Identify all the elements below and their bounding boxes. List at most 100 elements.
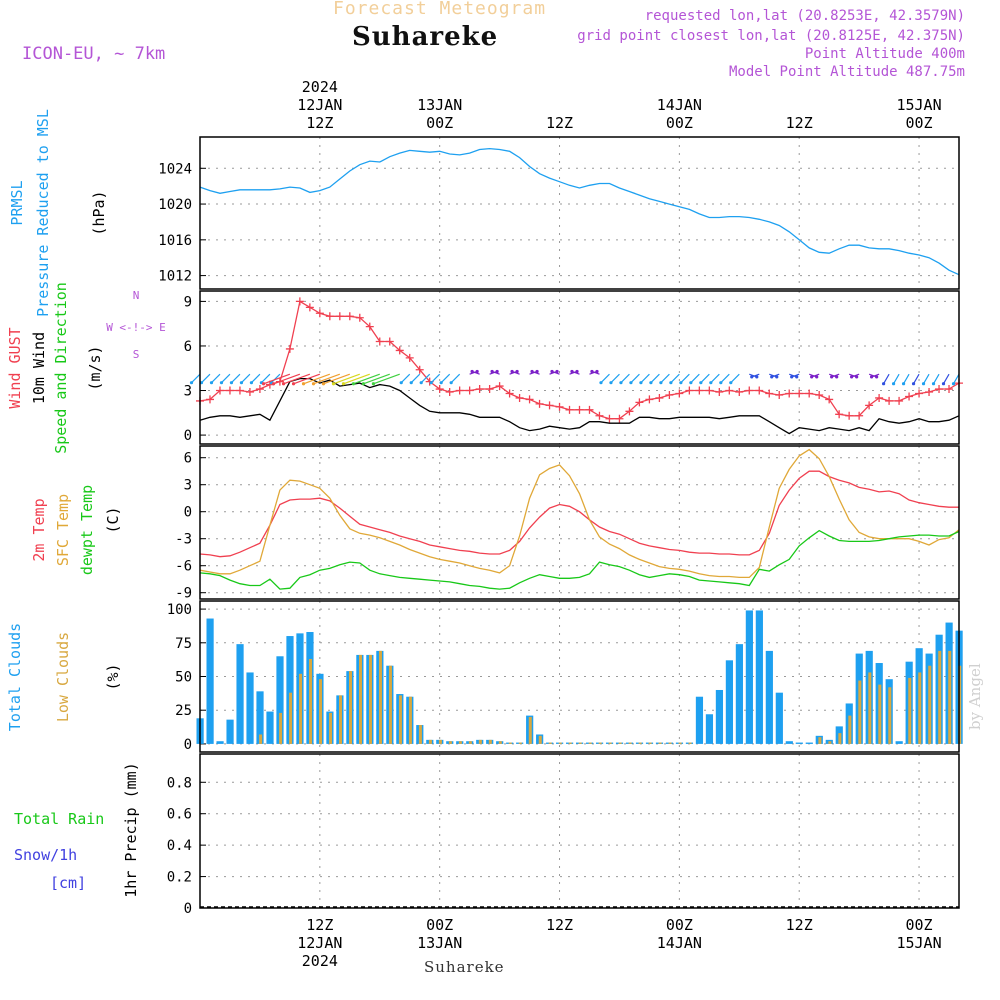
ytick-label: 0 [184, 901, 192, 917]
wind-direction-arrow [952, 373, 960, 385]
gust-marker [575, 405, 584, 414]
wind-arrow-head [291, 382, 296, 386]
ytick-label: 9 [184, 294, 192, 310]
ytick-label: 6 [184, 339, 192, 355]
wind-arrow-head [341, 382, 346, 386]
wind-arrow-head [891, 382, 896, 386]
low-cloud-bar [309, 658, 313, 744]
wind-arrow-head [941, 382, 946, 386]
wind-arrow-head [775, 375, 779, 379]
low-cloud-bar [488, 739, 492, 744]
gust-marker [395, 346, 404, 355]
wind-arrow-head [429, 381, 433, 385]
gust-marker [825, 395, 834, 404]
top-time-label: 00Z [906, 114, 933, 132]
wind-direction-arrow [420, 373, 431, 384]
wind-speed-line [199, 377, 960, 435]
low-cloud-bar [478, 739, 482, 744]
dewpt-line [199, 529, 960, 590]
wind-arrow-head [619, 381, 623, 385]
gust-marker [305, 303, 314, 312]
total-cloud-bar [765, 650, 773, 744]
wind-arrow-head [881, 382, 886, 386]
low-cloud-bar [648, 742, 652, 744]
gust-marker [375, 337, 384, 346]
total-cloud-bar [785, 741, 793, 744]
snow-label: Snow/1h [14, 846, 77, 864]
gust-marker [615, 414, 624, 423]
wind-arrow-head [530, 369, 534, 374]
ytick-label: 0.2 [167, 870, 192, 886]
gust-marker [895, 396, 904, 405]
low-cloud-bar [848, 715, 852, 744]
dewpt-label: dewpt Temp [78, 485, 96, 575]
t2m-line [199, 470, 959, 558]
wind-direction-arrow [363, 373, 390, 385]
total-cloud-bar [895, 741, 903, 744]
ytick-label: -3 [175, 532, 192, 548]
wind-arrow-head [351, 382, 356, 386]
total-cloud-bar [286, 636, 294, 744]
low-cloud-bar [329, 712, 333, 744]
t2m-label: 2m Temp [30, 498, 48, 561]
wind-arrow-head [550, 369, 554, 374]
gust-marker [815, 390, 824, 399]
top-time-label: 2024 [302, 78, 338, 96]
gust-marker [295, 297, 304, 306]
wind-direction-arrow [221, 373, 231, 384]
wind-direction-arrow [410, 373, 421, 384]
gust-marker [555, 402, 564, 411]
wind-arrow-head [931, 382, 936, 386]
low-cloud-bar [658, 742, 662, 744]
gust-marker [235, 386, 244, 395]
low-cloud-bar [498, 741, 502, 744]
gust-label: Wind GUST [6, 327, 24, 408]
total-cloud-bar [256, 691, 264, 744]
wind-arrow-head [495, 369, 499, 374]
wind-direction-arrow [450, 373, 461, 384]
total-cloud-bar [216, 741, 224, 744]
gust-line [199, 300, 960, 420]
low-cloud-bar [518, 742, 522, 744]
ytick-label: 1024 [158, 161, 192, 177]
panel-precip: 0 0.2 0.4 0.6 0.8 [167, 753, 960, 917]
total-cloud-bar [206, 618, 214, 744]
low-cloud-bar [688, 742, 692, 744]
ytick-label: 100 [167, 602, 192, 618]
low-clouds-label: Low Clouds [54, 632, 72, 722]
wind-arrow-head [419, 381, 423, 385]
sfc-temp-label: SFC Temp [54, 494, 72, 566]
ytick-label: 0 [184, 737, 192, 753]
gust-marker [525, 395, 534, 404]
wind-direction-arrow [690, 373, 700, 384]
wind-arrow-head [951, 382, 956, 386]
low-cloud-bar [398, 695, 402, 744]
wind-arrow-head [470, 369, 474, 374]
wind-arrow-head [261, 382, 266, 386]
wind-arrow-head [475, 369, 479, 374]
gust-marker [775, 390, 784, 399]
wind-direction-arrow [913, 373, 920, 385]
total-cloud-bar [266, 711, 274, 744]
top-time-label: 14JAN [657, 96, 702, 114]
ytick-label: 1012 [158, 269, 192, 285]
gust-marker [495, 382, 504, 391]
wind-arrow-head [515, 369, 519, 374]
wind-arrow-head [219, 381, 224, 385]
gust-marker [625, 407, 634, 416]
gust-marker [485, 385, 494, 394]
wind-direction-arrow [303, 373, 331, 385]
wind-direction-arrow [933, 373, 940, 385]
wind-arrow-head [575, 369, 579, 374]
wind-direction-arrow [600, 373, 610, 384]
gust-marker [515, 393, 524, 402]
low-cloud-bar [508, 742, 512, 744]
low-cloud-bar [259, 734, 263, 744]
wind-arrow-head [770, 375, 774, 379]
wind-direction-arrow [883, 373, 890, 385]
wind-direction-arrow [660, 373, 670, 384]
gust-marker [795, 389, 804, 398]
location-title: Suhareke [352, 22, 499, 52]
wind-arrow-head [750, 375, 754, 379]
